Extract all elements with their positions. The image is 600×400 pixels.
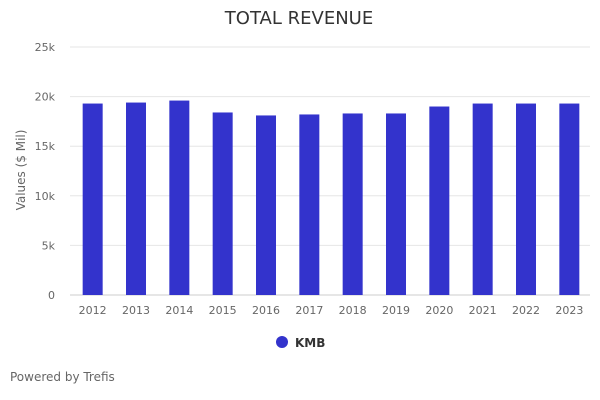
bar-2021[interactable] — [472, 103, 493, 295]
y-tick-label: 0 — [48, 289, 55, 302]
x-tick-label-2022: 2022 — [512, 304, 540, 317]
x-tick-label-2020: 2020 — [425, 304, 453, 317]
x-tick-label-2018: 2018 — [339, 304, 367, 317]
y-tick-label: 15k — [35, 140, 56, 153]
x-tick-label-2023: 2023 — [555, 304, 583, 317]
powered-by-credit[interactable]: Powered by Trefis — [10, 370, 115, 384]
bar-2018[interactable] — [342, 113, 363, 296]
bar-2019[interactable] — [386, 113, 406, 296]
bar-2023[interactable] — [559, 103, 580, 295]
y-tick-label: 10k — [35, 190, 56, 203]
bar-2012[interactable] — [82, 103, 103, 295]
x-tick-label-2019: 2019 — [382, 304, 410, 317]
chart-title: TOTAL REVENUE — [224, 8, 373, 29]
bar-2020[interactable] — [429, 106, 450, 296]
x-tick-label-2016: 2016 — [252, 304, 280, 317]
x-axis-ticks: 2012 2013 2014 2015 2016 2017 2018 2019 2020 2021… — [79, 304, 584, 317]
legend-label-kmb[interactable]: KMB — [295, 336, 325, 350]
y-tick-label: 25k — [35, 41, 56, 54]
bar-2016[interactable] — [256, 115, 276, 295]
x-tick-label-2012: 2012 — [79, 304, 107, 317]
y-tick-label: 5k — [42, 239, 56, 252]
bars — [82, 100, 580, 296]
x-tick-label-2013: 2013 — [122, 304, 150, 317]
y-axis-label: Values ($ Mil) — [14, 130, 28, 211]
x-tick-label-2017: 2017 — [295, 304, 323, 317]
legend[interactable]: KMB — [276, 336, 325, 350]
gridlines — [70, 46, 590, 296]
bar-2017[interactable] — [299, 114, 320, 296]
x-tick-label-2015: 2015 — [209, 304, 237, 317]
bar-2022[interactable] — [516, 103, 536, 295]
y-tick-label: 20k — [35, 91, 56, 104]
bar-2014[interactable] — [169, 100, 190, 296]
bar-2013[interactable] — [126, 102, 146, 295]
legend-marker-kmb[interactable] — [276, 336, 288, 348]
bar-2015[interactable] — [212, 112, 233, 295]
x-tick-label-2014: 2014 — [165, 304, 193, 317]
x-tick-label-2021: 2021 — [469, 304, 497, 317]
y-axis-ticks: 0 5k 10k 15k 20k 25k — [35, 41, 56, 302]
